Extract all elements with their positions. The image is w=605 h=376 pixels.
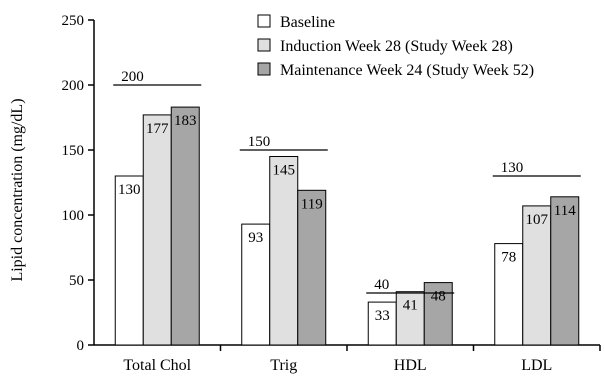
data-label: 48 xyxy=(431,289,446,305)
bar xyxy=(269,156,299,346)
data-label: 145 xyxy=(273,163,296,179)
category-label: Total Chol xyxy=(123,357,191,374)
data-label: 107 xyxy=(526,212,549,228)
data-label: 177 xyxy=(146,121,169,137)
bars xyxy=(114,106,580,346)
data-label: 93 xyxy=(248,230,263,246)
bar xyxy=(297,189,327,346)
category-label: HDL xyxy=(394,357,427,374)
data-labels: 130 177 183 93 145 119 33 41 48 78 107 114 xyxy=(118,113,576,324)
reference-label: 130 xyxy=(501,160,524,176)
y-tick-label: 100 xyxy=(62,208,85,224)
data-label: 130 xyxy=(118,182,141,198)
y-tick-label: 0 xyxy=(77,338,85,354)
y-tick-label: 200 xyxy=(62,78,85,94)
bar xyxy=(494,243,524,346)
bar xyxy=(241,223,271,346)
y-tick-label: 50 xyxy=(69,273,84,289)
data-label: 119 xyxy=(301,196,323,212)
category-label: LDL xyxy=(521,357,552,374)
legend-label: Induction Week 28 (Study Week 28) xyxy=(280,38,513,55)
reference-label: 150 xyxy=(248,134,271,150)
legend-swatch xyxy=(257,62,271,76)
legend: Baseline Induction Week 28 (Study Week 28… xyxy=(257,14,534,79)
legend-label: Baseline xyxy=(280,14,335,31)
legend-label: Maintenance Week 24 (Study Week 52) xyxy=(280,62,534,79)
data-label: 78 xyxy=(501,250,516,266)
bar xyxy=(395,291,425,346)
legend-swatch xyxy=(257,14,271,28)
y-tick-label: 150 xyxy=(62,143,85,159)
data-label: 114 xyxy=(554,203,576,219)
category-label: Trig xyxy=(270,357,297,374)
bar xyxy=(142,114,172,346)
bar xyxy=(522,205,552,346)
bar xyxy=(367,301,397,346)
axes: 0 50 100 150 200 250 Total Chol Trig HDL LDL xyxy=(62,13,601,374)
legend-swatch xyxy=(257,38,271,52)
reference-label: 200 xyxy=(121,69,144,85)
reference-lines: 200 150 40 130 xyxy=(113,69,581,294)
data-label: 41 xyxy=(403,298,418,314)
bar xyxy=(550,196,580,346)
y-axis-title: Lipid concentration (mg/dL) xyxy=(9,98,26,281)
data-label: 33 xyxy=(375,308,390,324)
data-label: 183 xyxy=(174,113,197,129)
bar xyxy=(114,175,144,346)
y-tick-label: 250 xyxy=(62,13,85,29)
bar xyxy=(170,106,200,346)
reference-label: 40 xyxy=(374,277,389,293)
